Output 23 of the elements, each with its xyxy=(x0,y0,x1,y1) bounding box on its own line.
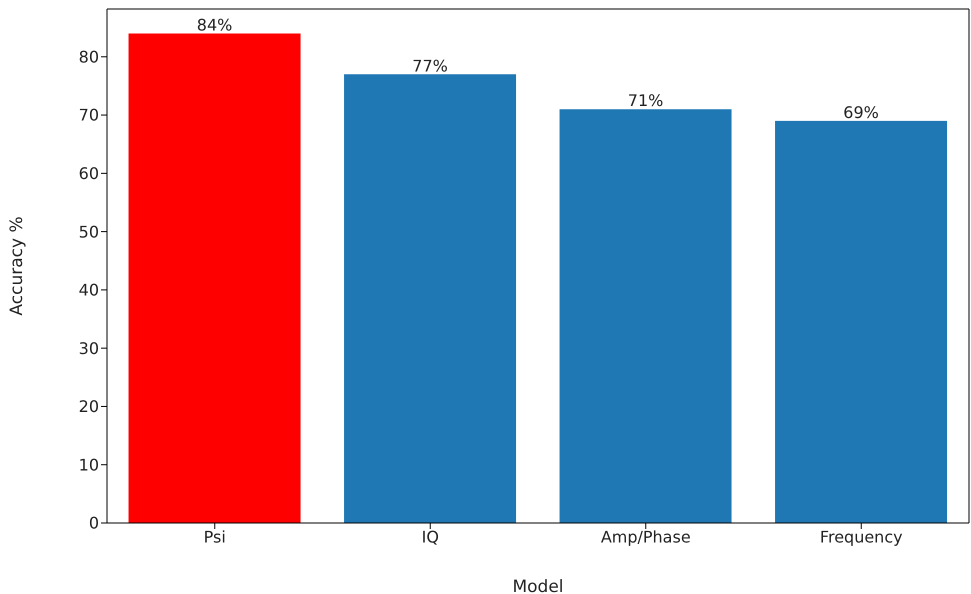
y-tick-label: 40 xyxy=(78,280,99,300)
x-tick-label: IQ xyxy=(422,527,439,546)
y-tick-label: 50 xyxy=(78,222,99,242)
y-tick-label: 0 xyxy=(88,514,99,533)
data-label: 77% xyxy=(412,56,448,76)
y-tick-label: 70 xyxy=(78,106,99,125)
data-label: 69% xyxy=(843,102,879,122)
data-label: 71% xyxy=(628,91,664,110)
bar xyxy=(128,33,301,523)
x-tick-label: Amp/Phase xyxy=(600,527,691,546)
x-tick-label: Psi xyxy=(204,527,226,546)
data-label: 84% xyxy=(196,15,232,34)
bar xyxy=(775,120,948,523)
y-tick-label: 30 xyxy=(78,338,99,358)
x-tick-label: Frequency xyxy=(820,527,903,546)
y-axis-title: Accuracy % xyxy=(7,216,28,316)
y-tick-label: 80 xyxy=(78,47,99,66)
bar xyxy=(560,109,732,523)
y-tick-label: 20 xyxy=(78,397,99,416)
y-tick-label: 10 xyxy=(78,455,99,474)
bar xyxy=(344,74,516,523)
x-axis-title: Model xyxy=(512,577,564,594)
y-tick-label: 60 xyxy=(78,164,99,184)
